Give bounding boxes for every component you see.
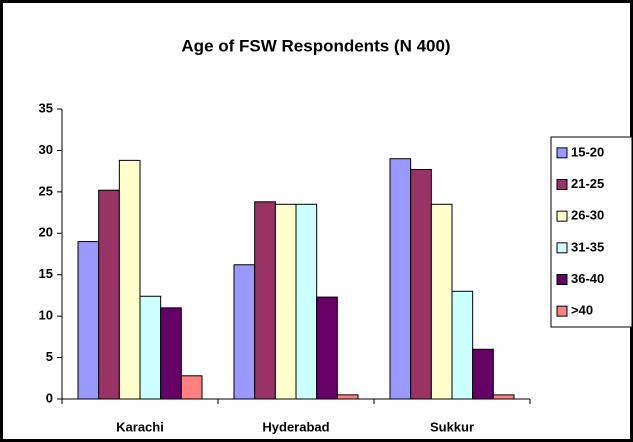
- legend-label: >40: [571, 303, 593, 318]
- y-tick-label: 15: [39, 266, 53, 281]
- bar: [180, 375, 203, 400]
- legend-label: 31-35: [571, 239, 604, 254]
- x-tick-label: Karachi: [116, 419, 164, 434]
- y-tick-label: 35: [39, 100, 53, 115]
- bar: [316, 296, 338, 400]
- legend-swatch: [556, 242, 568, 254]
- bar: [410, 168, 432, 400]
- y-tick-label: 5: [46, 349, 53, 364]
- legend-label: 36-40: [571, 271, 604, 286]
- bar: [98, 189, 120, 400]
- legend-box: [550, 136, 633, 328]
- bar: [295, 203, 318, 400]
- legend-swatch: [556, 179, 568, 190]
- bar: [160, 307, 182, 400]
- bar: [233, 264, 256, 400]
- bar: [389, 158, 412, 400]
- legend-swatch: [556, 147, 568, 159]
- legend-label: 21-25: [571, 176, 604, 191]
- bar: [336, 394, 359, 400]
- y-tick-label: 10: [39, 308, 53, 323]
- legend-label: 26-30: [571, 208, 604, 223]
- bar: [77, 241, 100, 400]
- legend-swatch: [556, 305, 568, 317]
- y-tick-label: 0: [46, 390, 53, 405]
- legend-swatch: [556, 210, 568, 222]
- bar: [254, 201, 276, 400]
- bar: [139, 295, 162, 400]
- bar: [492, 394, 515, 400]
- bar: [430, 203, 453, 400]
- bar: [274, 203, 297, 400]
- x-tick-label: Sukkur: [430, 419, 474, 434]
- bar: [451, 290, 474, 400]
- bar: [118, 159, 141, 400]
- legend-swatch: [556, 274, 568, 285]
- y-tick-label: 25: [39, 183, 53, 198]
- chart-title: Age of FSW Respondents (N 400): [181, 36, 450, 55]
- legend-label: 15-20: [571, 144, 604, 159]
- x-tick-label: Hyderabad: [262, 419, 329, 434]
- y-tick-label: 30: [39, 142, 53, 157]
- bar: [472, 348, 494, 400]
- y-tick-label: 20: [39, 225, 53, 240]
